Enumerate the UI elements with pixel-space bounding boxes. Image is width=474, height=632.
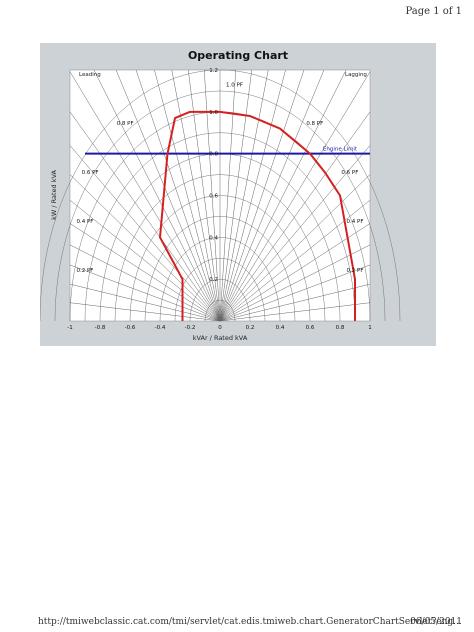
pf-label-leading: 0.4 PF [77, 219, 94, 225]
pf-line [219, 69, 286, 322]
pf-line [69, 302, 221, 322]
pf-line [219, 69, 236, 322]
pf-line [69, 264, 221, 322]
y-tick-label: 0.2 [209, 277, 218, 283]
pf-label-leading: 0.8 PF [117, 121, 134, 127]
pf-line [219, 111, 371, 322]
x-tick-label: 0.2 [246, 325, 255, 331]
pf-line [219, 69, 269, 322]
unity-pf-label: 1.0 PF [226, 83, 243, 89]
pf-line [219, 174, 371, 322]
pf-line [219, 244, 371, 322]
pf-line [219, 302, 371, 322]
x-tick-label: 0 [218, 325, 222, 331]
series-layer [85, 110, 370, 321]
pf-line [115, 69, 221, 322]
y-tick-label: 1.2 [209, 68, 218, 74]
pf-line [219, 69, 305, 322]
pf-label-lagging: 0.2 PF [347, 268, 364, 274]
pf-line [171, 69, 221, 322]
chart-title: Operating Chart [188, 49, 288, 62]
x-tick-label: -0.4 [155, 325, 166, 331]
pf-line [219, 71, 371, 322]
pf-line [69, 244, 221, 322]
pf-label-lagging: 0.8 PF [306, 121, 323, 127]
pf-line [69, 283, 221, 322]
x-tick-label: 0.8 [336, 325, 345, 331]
pf-line [219, 223, 371, 322]
pf-line [69, 111, 221, 322]
pf-line [219, 283, 371, 322]
pf-line [69, 223, 221, 322]
x-axis-label: kVAr / Rated kVA [193, 334, 248, 342]
footer-url: http://tmiwebclassic.cat.com/tmi/servlet… [38, 617, 462, 627]
pf-line [154, 69, 221, 322]
pf-line [69, 145, 221, 322]
y-axis-label: kW / Rated kVA [50, 170, 58, 220]
operating-chart: Operating Chart -1 -0.8 -0.6 -0.4 -0.2 0 0.2 0.… [39, 43, 436, 346]
pf-line [135, 69, 221, 322]
x-tick-label: -0.6 [125, 325, 136, 331]
pf-line [219, 69, 347, 322]
pf-line [69, 200, 221, 322]
pf-line [219, 69, 252, 322]
pf-line [69, 71, 221, 322]
label-layer: -1 -0.8 -0.6 -0.4 -0.2 0 0.2 0.4 0.6 0.8 1 0.2 0.4 0.… [67, 68, 371, 331]
lagging-label: Lagging [345, 72, 367, 78]
pf-label-leading: 0.6 PF [82, 170, 99, 176]
footer-date: 06/05/2011 [410, 617, 462, 627]
grid-layer [39, 69, 401, 322]
engine-limit-label: Engine Limit [323, 147, 358, 153]
capability-curve [159, 110, 356, 321]
pf-line [219, 264, 371, 322]
chart-svg: Operating Chart -1 -0.8 -0.6 -0.4 -0.2 0 0.2 0.… [39, 43, 436, 346]
y-tick-label: 0.4 [209, 235, 218, 241]
pf-line [93, 69, 221, 322]
pf-label-leading: 0.2 PF [77, 268, 94, 274]
x-tick-label: -0.2 [185, 325, 196, 331]
y-tick-label: 0.6 [209, 194, 218, 200]
y-tick-label: 1.0 [209, 110, 218, 116]
leading-label: Leading [79, 72, 101, 78]
x-tick-label: 1 [368, 325, 372, 331]
pf-line [219, 145, 371, 322]
page-number: Page 1 of 1 [405, 6, 462, 17]
x-tick-label: -1 [67, 325, 72, 331]
x-tick-label: -0.8 [95, 325, 106, 331]
y-tick-label: 0.8 [209, 152, 218, 158]
pf-label-lagging: 0.6 PF [341, 170, 358, 176]
pf-line [219, 69, 325, 322]
x-tick-label: 0.4 [276, 325, 285, 331]
pf-label-lagging: 0.4 PF [347, 219, 364, 225]
pf-line [69, 174, 221, 322]
x-tick-label: 0.6 [306, 325, 315, 331]
